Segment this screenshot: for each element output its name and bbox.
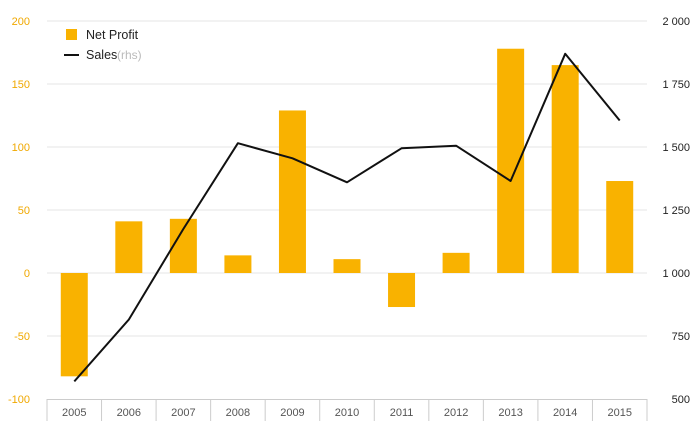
legend-sales-suffix: (rhs) [117,48,142,62]
left-tick-label: 50 [18,205,30,217]
x-tick-label-2007: 2007 [171,407,195,419]
bar-net-profit-2010 [333,259,361,273]
left-tick-label: 200 [12,16,30,28]
x-tick-label-2008: 2008 [226,407,250,419]
x-tick-label-2006: 2006 [117,407,141,419]
bar-net-profit-2014 [551,65,579,273]
bar-net-profit-2015 [606,181,634,273]
right-y-axis: 500 750 1 000 1 250 1 500 1 750 2 000 [662,16,690,406]
sales-line-layer [73,52,621,383]
x-tick-label-2011: 2011 [390,407,414,419]
x-axis: 2005 2006 2007 2008 2009 2010 2011 2012 2013 2014… [46,399,648,421]
right-tick-label: 1 000 [662,268,690,280]
x-tick-label-2010: 2010 [335,407,359,419]
x-tick-label-2012: 2012 [444,407,468,419]
bar-net-profit-2012 [442,252,470,273]
legend-net-profit-label: Net Profit [86,28,139,42]
left-tick-label: 150 [12,79,30,91]
legend: Net Profit Sales (rhs) [64,28,142,62]
net-profit-bars [60,48,634,377]
left-tick-label: 100 [12,142,30,154]
grid-lines [47,20,647,337]
legend-net-profit-swatch [66,29,77,40]
bar-net-profit-2009 [278,110,306,274]
x-tick-label-2005: 2005 [62,407,86,419]
left-tick-label: -50 [14,331,30,343]
right-tick-label: 500 [672,394,690,406]
x-tick-label-2009: 2009 [280,407,304,419]
x-tick-label-2015: 2015 [607,407,631,419]
right-tick-label: 2 000 [662,16,690,28]
sales-line [73,52,621,383]
right-tick-label: 1 250 [662,205,690,217]
bar-net-profit-2005 [60,273,88,377]
left-tick-label: -100 [8,394,30,406]
legend-sales-label: Sales [86,48,117,62]
right-tick-label: 1 750 [662,79,690,91]
x-tick-label-2013: 2013 [498,407,522,419]
right-tick-label: 1 500 [662,142,690,154]
right-tick-label: 750 [672,331,690,343]
x-tick-label-2014: 2014 [553,407,577,419]
bar-net-profit-2008 [224,255,252,273]
left-y-axis: -100 -50 0 50 100 150 200 [8,16,30,406]
left-tick-label: 0 [24,268,30,280]
bar-net-profit-2011 [388,273,416,308]
bar-net-profit-2006 [115,221,143,273]
